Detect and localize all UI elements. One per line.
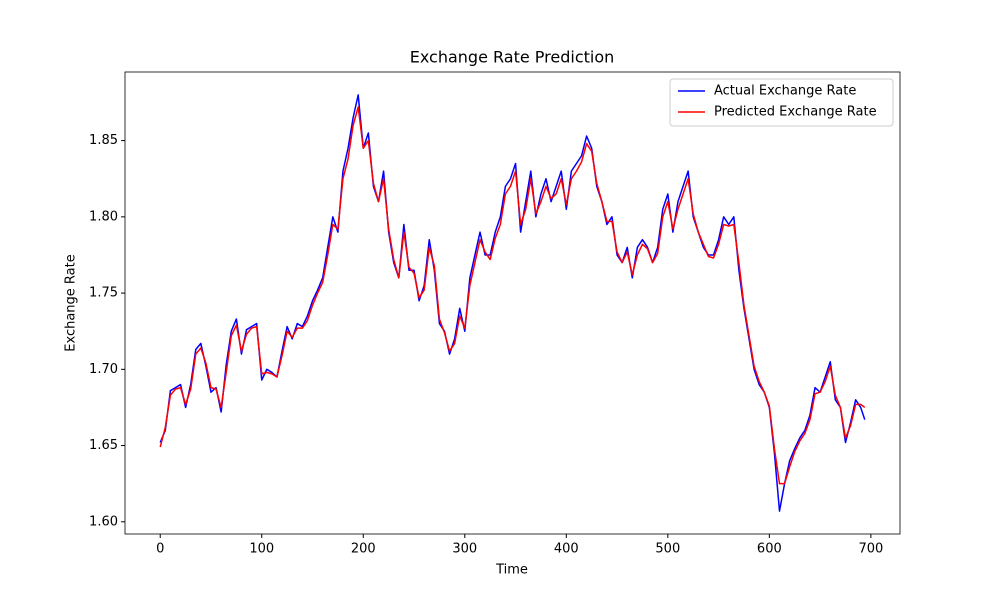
- x-tick-label: 600: [757, 542, 782, 557]
- x-tick-label: 0: [156, 542, 164, 557]
- legend-label: Actual Exchange Rate: [714, 84, 856, 99]
- x-tick-label: 100: [249, 542, 274, 557]
- legend-box: [669, 78, 894, 127]
- x-tick-label: 200: [351, 542, 376, 557]
- chart-title: Exchange Rate Prediction: [410, 48, 615, 67]
- y-tick-label: 1.80: [89, 209, 118, 224]
- y-tick-label: 1.65: [89, 438, 118, 453]
- legend-label: Predicted Exchange Rate: [714, 105, 877, 120]
- y-tick-label: 1.85: [89, 133, 118, 148]
- x-tick-label: 500: [655, 542, 680, 557]
- y-tick-label: 1.75: [89, 286, 118, 301]
- y-axis-label: Exchange Rate: [64, 254, 79, 351]
- y-tick-label: 1.70: [89, 362, 118, 377]
- series-line: [159, 94, 866, 512]
- x-tick-label: 400: [554, 542, 579, 557]
- x-tick-label: 700: [858, 542, 883, 557]
- x-axis-label: Time: [495, 563, 528, 578]
- series-line: [159, 106, 866, 485]
- x-tick-label: 300: [452, 542, 477, 557]
- y-tick-label: 1.60: [89, 514, 118, 529]
- plot-frame: [124, 71, 901, 535]
